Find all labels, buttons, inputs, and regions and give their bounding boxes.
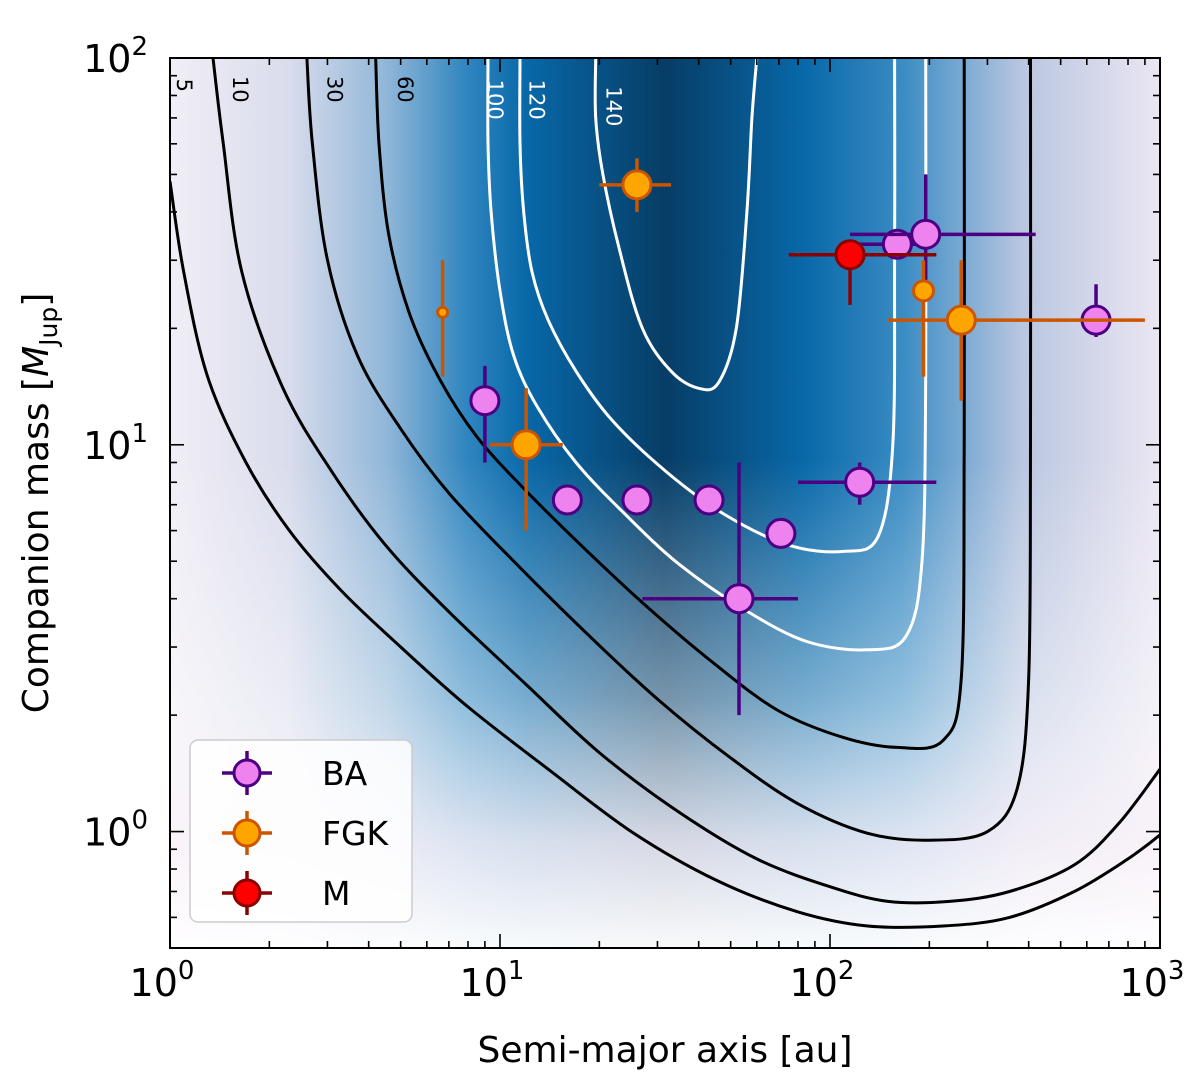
y-tick-label: 102 xyxy=(83,32,148,81)
x-tick-label: 100 xyxy=(130,956,195,1005)
marker xyxy=(834,239,866,271)
data-point-ba xyxy=(850,174,1036,291)
x-axis-label: Semi-major axis [au] xyxy=(478,1030,853,1071)
marker xyxy=(881,228,913,260)
marker xyxy=(910,218,942,250)
data-point-fgk xyxy=(599,158,672,212)
legend-entry-ba: BA xyxy=(222,751,368,795)
data-points xyxy=(436,158,1145,716)
contour-60 xyxy=(374,58,966,750)
plot-frame xyxy=(169,57,1161,949)
legend-entry-m: M xyxy=(222,871,350,915)
y-tick-label: 100 xyxy=(83,806,148,855)
y-tick-label: 101 xyxy=(83,419,148,468)
marker xyxy=(510,429,542,461)
legend-label: M xyxy=(322,874,350,913)
contour-100 xyxy=(486,58,928,652)
data-point-fgk xyxy=(436,260,450,377)
marker xyxy=(945,304,977,336)
data-point-ba xyxy=(551,484,583,516)
data-point-ba xyxy=(469,365,501,463)
marker xyxy=(911,279,935,303)
legend-marker xyxy=(232,878,262,908)
marker xyxy=(436,305,450,319)
marker xyxy=(844,466,876,498)
contour-labels: 5 10 30 60 100 120 140 xyxy=(172,76,625,126)
contour-label: 60 xyxy=(393,76,417,103)
legend-entry-fgk: FGK xyxy=(222,811,390,855)
contour-label: 120 xyxy=(525,80,549,120)
data-point-ba xyxy=(798,462,937,505)
data-point-ba xyxy=(621,484,653,516)
marker xyxy=(765,517,797,549)
legend: BA FGK M xyxy=(189,739,413,923)
marker xyxy=(723,583,755,615)
contour-label: 100 xyxy=(483,80,507,120)
x-tick-label: 102 xyxy=(790,956,855,1005)
marker xyxy=(621,169,653,201)
contour-140 xyxy=(593,58,759,392)
data-point-fgk xyxy=(489,388,563,531)
contour-10 xyxy=(211,58,1160,905)
contour-5 xyxy=(170,181,1160,929)
contour-lines xyxy=(170,58,1160,929)
y-axis-label: Companion mass [MJup] xyxy=(16,293,63,714)
data-point-m xyxy=(788,239,937,305)
data-point-ba xyxy=(642,462,799,716)
tick-labels: 100 101 102 103 100 101 102 xyxy=(83,32,1184,1005)
marker xyxy=(469,385,501,417)
legend-marker xyxy=(232,758,262,788)
contour-label: 5 xyxy=(172,79,196,92)
data-point-ba xyxy=(693,484,725,516)
legend-label: BA xyxy=(322,754,368,793)
contour-label: 140 xyxy=(601,86,625,126)
marker xyxy=(551,484,583,516)
data-point-ba xyxy=(765,517,797,549)
contour-30 xyxy=(305,58,1033,842)
marker xyxy=(693,484,725,516)
marker xyxy=(621,484,653,516)
axis-ticks xyxy=(169,57,1161,949)
data-point-fgk xyxy=(888,260,1145,401)
legend-label: FGK xyxy=(322,814,390,853)
legend-marker xyxy=(232,818,262,848)
contour-label: 10 xyxy=(228,76,252,103)
x-tick-label: 101 xyxy=(460,956,525,1005)
x-tick-label: 103 xyxy=(1120,956,1185,1005)
contour-label: 30 xyxy=(323,76,347,103)
